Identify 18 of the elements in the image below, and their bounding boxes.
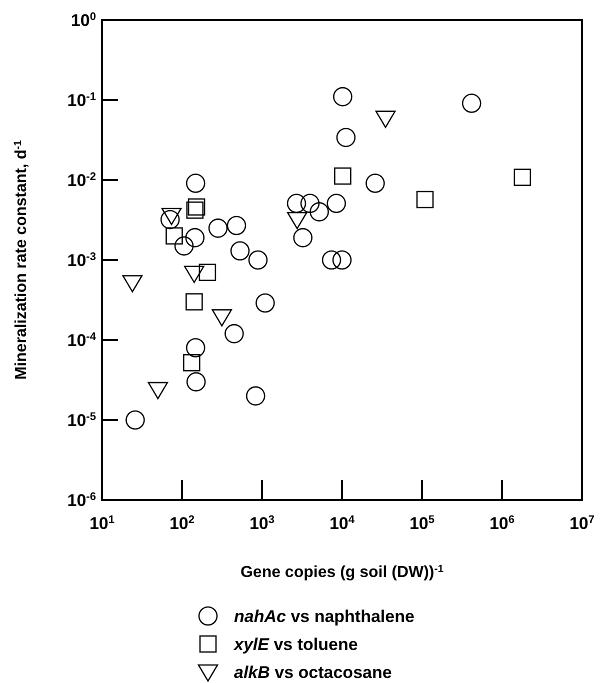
y-tick-label: 10$^{-2}$ xyxy=(67,171,96,190)
x-tick-label: 10$^{5}$ xyxy=(409,514,435,533)
x-tick-label: 10$^{3}$ xyxy=(249,514,275,533)
y-tick-label: 10$^{-3}$ xyxy=(67,251,96,270)
legend-label: xylE vs toluene xyxy=(233,635,358,654)
x-tick-label: 10$^{2}$ xyxy=(169,514,195,533)
legend-label: nahAc vs naphthalene xyxy=(234,607,414,626)
x-tick-label: 10$^{1}$ xyxy=(89,514,115,533)
y-tick-label: 10$^{-4}$ xyxy=(67,331,97,350)
legend-label: alkB vs octacosane xyxy=(234,663,392,682)
y-tick-label: 10$^{0}$ xyxy=(70,11,96,30)
x-tick-label: 10$^{7}$ xyxy=(569,514,595,533)
x-tick-label: 10$^{6}$ xyxy=(489,514,515,533)
y-tick-label: 10$^{-5}$ xyxy=(67,411,96,430)
y-tick-label: 10$^{-1}$ xyxy=(67,91,96,110)
x-axis-title: Gene copies (g soil (DW))$^{-1}$ xyxy=(240,564,444,581)
y-tick-label: 10$^{-6}$ xyxy=(67,491,96,510)
x-tick-label: 10$^{4}$ xyxy=(329,514,356,533)
